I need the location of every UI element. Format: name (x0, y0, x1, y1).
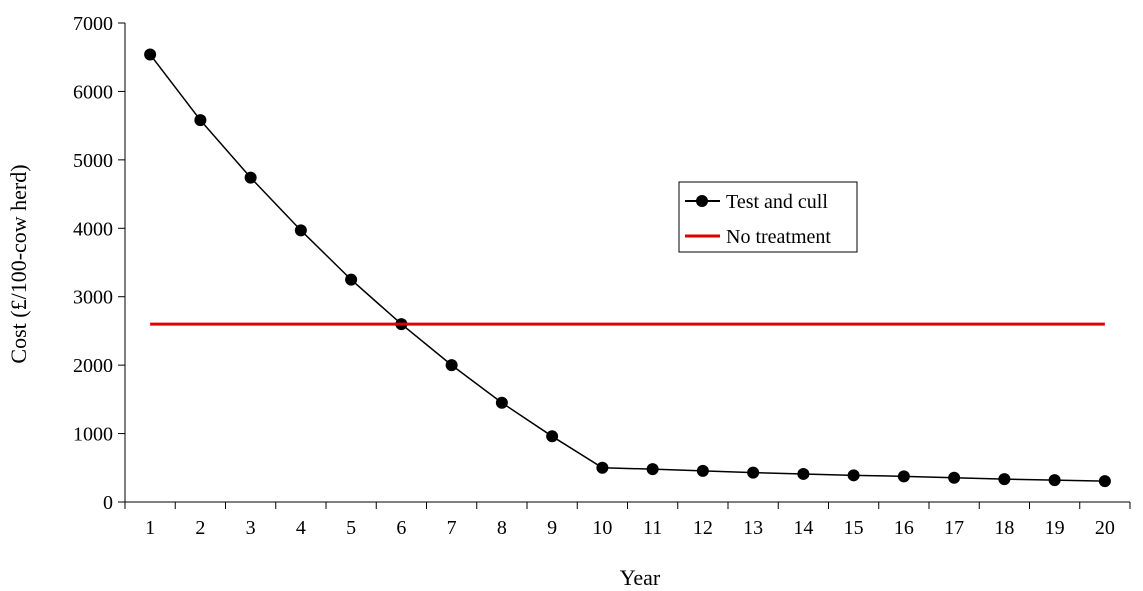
x-tick-label: 20 (1095, 517, 1115, 539)
y-tick-label: 7000 (73, 13, 113, 35)
data-point-test-and-cull (546, 430, 559, 443)
x-tick-label: 4 (296, 517, 306, 539)
y-tick-label: 3000 (73, 287, 113, 309)
legend-label-test-and-cull: Test and cull (726, 191, 828, 213)
data-point-test-and-cull (596, 461, 609, 474)
data-point-test-and-cull (897, 470, 910, 483)
x-tick-label: 2 (195, 517, 205, 539)
y-axis-title: Cost (£/100-cow herd) (6, 164, 31, 363)
data-point-test-and-cull (294, 224, 307, 237)
data-point-test-and-cull (445, 359, 458, 372)
legend: Test and cull No treatment (678, 181, 858, 253)
data-point-test-and-cull (948, 471, 961, 484)
x-tick-label: 17 (944, 517, 964, 539)
x-axis: 1 2 3 4 5 6 7 8 9 10 11 12 13 14 15 16 17 18 19 20 (124, 501, 1131, 539)
x-tick-label: 13 (743, 517, 763, 539)
data-point-test-and-cull (797, 467, 810, 480)
data-point-test-and-cull (144, 48, 157, 61)
x-axis-title: Year (620, 565, 661, 590)
x-tick-label: 14 (793, 517, 813, 539)
x-tick-label: 16 (894, 517, 914, 539)
data-point-test-and-cull (847, 469, 860, 482)
data-point-test-and-cull (1098, 475, 1111, 488)
data-point-test-and-cull (696, 464, 709, 477)
x-tick-label: 18 (994, 517, 1014, 539)
x-tick-label: 11 (643, 517, 662, 539)
data-point-test-and-cull (998, 473, 1011, 486)
x-tick-label: 3 (246, 517, 256, 539)
y-tick-label: 1000 (73, 424, 113, 446)
data-point-test-and-cull (747, 466, 760, 479)
x-tick-label: 10 (592, 517, 612, 539)
x-tick-label: 15 (844, 517, 864, 539)
legend-box (678, 181, 858, 253)
x-tick-label: 8 (497, 517, 507, 539)
data-point-test-and-cull (1048, 474, 1061, 487)
y-tick-label: 2000 (73, 355, 113, 377)
data-point-test-and-cull (345, 273, 358, 286)
x-tick-label: 5 (346, 517, 356, 539)
data-point-test-and-cull (646, 463, 659, 476)
data-point-test-and-cull (244, 171, 257, 184)
x-tick-label: 9 (547, 517, 557, 539)
x-tick-label: 12 (693, 517, 713, 539)
y-tick-label: 6000 (73, 81, 113, 103)
y-tick-label: 5000 (73, 150, 113, 172)
x-tick-label: 1 (145, 517, 155, 539)
x-tick-label: 7 (447, 517, 457, 539)
x-tick-label: 19 (1045, 517, 1065, 539)
series-line-test-and-cull (149, 54, 1105, 482)
y-tick-label: 4000 (73, 218, 113, 240)
y-axis: 0 1000 2000 3000 4000 5000 6000 7000 (73, 13, 126, 514)
legend-marker-test-and-cull (696, 195, 708, 207)
y-tick-label: 0 (103, 492, 113, 514)
x-tick-label: 6 (396, 517, 406, 539)
data-point-test-and-cull (194, 114, 207, 127)
data-point-test-and-cull (495, 396, 508, 409)
series-layer (144, 48, 1111, 488)
legend-label-no-treatment: No treatment (726, 226, 831, 248)
